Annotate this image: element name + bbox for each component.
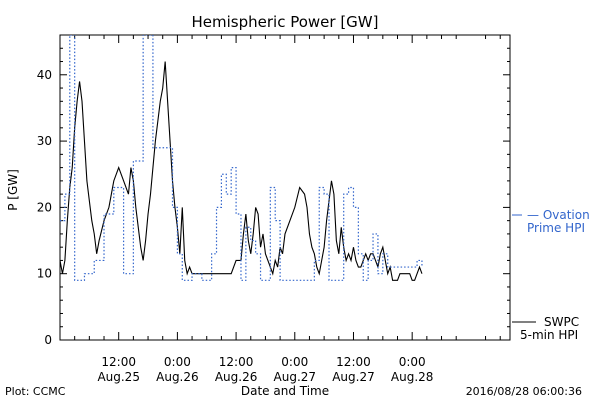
x-tick-date: Aug.25 bbox=[97, 370, 140, 384]
legend-ovation-label: — Ovation bbox=[527, 208, 590, 222]
plot-credit: Plot: CCMC bbox=[5, 385, 66, 398]
y-tick-label: 10 bbox=[37, 267, 52, 281]
ovation-prime-line bbox=[60, 35, 423, 281]
x-tick-date: Aug.28 bbox=[391, 370, 434, 384]
legend-swpc-label: SWPC bbox=[544, 315, 579, 329]
y-axis-label: P [GW] bbox=[6, 169, 20, 211]
y-tick-label: 0 bbox=[44, 333, 52, 347]
x-axis-label: Date and Time bbox=[241, 384, 329, 398]
plot-frame bbox=[59, 34, 511, 341]
y-tick-label: 20 bbox=[37, 200, 52, 214]
y-axis: 0 10 20 30 40 bbox=[37, 47, 510, 347]
legend-ovation-label: Prime HPI bbox=[527, 221, 585, 235]
plot-timestamp: 2016/08/28 06:00:36 bbox=[466, 385, 582, 398]
x-tick-date: Aug.26 bbox=[156, 370, 199, 384]
x-tick-date: Aug.27 bbox=[332, 370, 375, 384]
x-tick-date: Aug.27 bbox=[274, 370, 317, 384]
x-axis: 12:00Aug.250:00Aug.2612:00Aug.260:00Aug.… bbox=[74, 35, 501, 384]
swpc-hpi-line bbox=[60, 61, 423, 281]
y-tick-label: 30 bbox=[37, 134, 52, 148]
plot-area bbox=[59, 34, 511, 341]
x-tick-time: 12:00 bbox=[101, 355, 136, 369]
y-tick-label: 40 bbox=[37, 68, 52, 82]
x-tick-time: 0:00 bbox=[281, 355, 308, 369]
x-tick-date: Aug.26 bbox=[215, 370, 258, 384]
x-tick-time: 0:00 bbox=[164, 355, 191, 369]
chart-title: Hemispheric Power [GW] bbox=[192, 13, 379, 31]
x-tick-time: 12:00 bbox=[219, 355, 254, 369]
x-tick-time: 0:00 bbox=[399, 355, 426, 369]
x-tick-time: 12:00 bbox=[336, 355, 371, 369]
legend-swpc-label: 5-min HPI bbox=[520, 328, 578, 342]
series-layer bbox=[60, 35, 423, 281]
